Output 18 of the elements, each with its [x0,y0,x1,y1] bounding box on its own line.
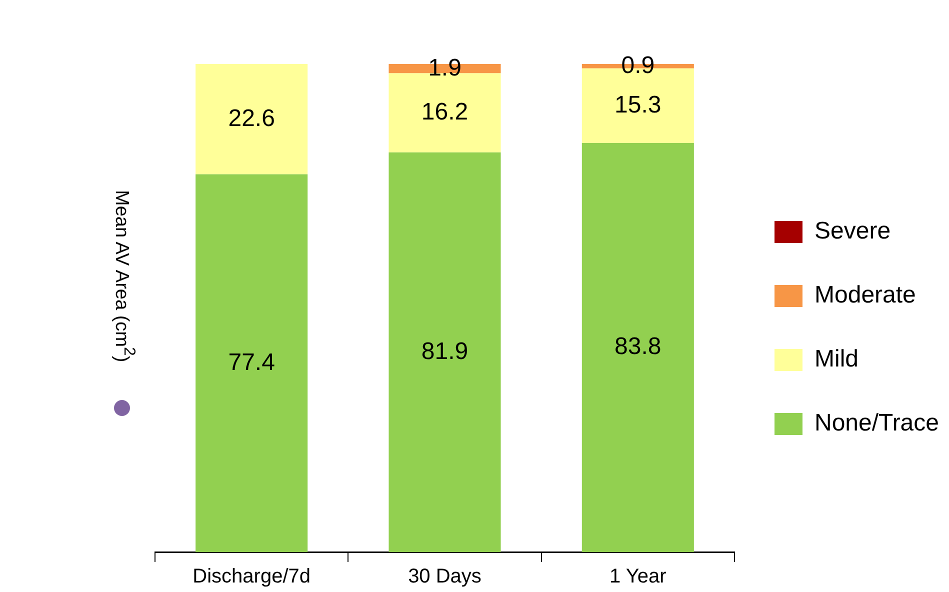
data-label: 81.9 [421,338,468,365]
bar [196,174,308,552]
data-label: 16.2 [421,98,468,126]
legend-label: Mild [814,346,859,373]
legend-label: Moderate [814,282,916,309]
x-tick-label: 30 Days [408,566,482,588]
data-label: 15.3 [614,91,662,118]
legend-label: Severe [814,218,891,245]
x-tick-label: 1 Year [610,566,667,588]
data-label: 0.9 [621,52,655,79]
data-label: 77.4 [228,348,275,376]
legend-label: None/Trace [814,410,939,437]
data-label: 22.6 [228,104,275,132]
bar [196,64,308,174]
x-tick-label: Discharge/7d [192,566,311,588]
data-label: 83.8 [614,333,662,360]
bar [582,143,694,552]
bar [388,152,501,552]
